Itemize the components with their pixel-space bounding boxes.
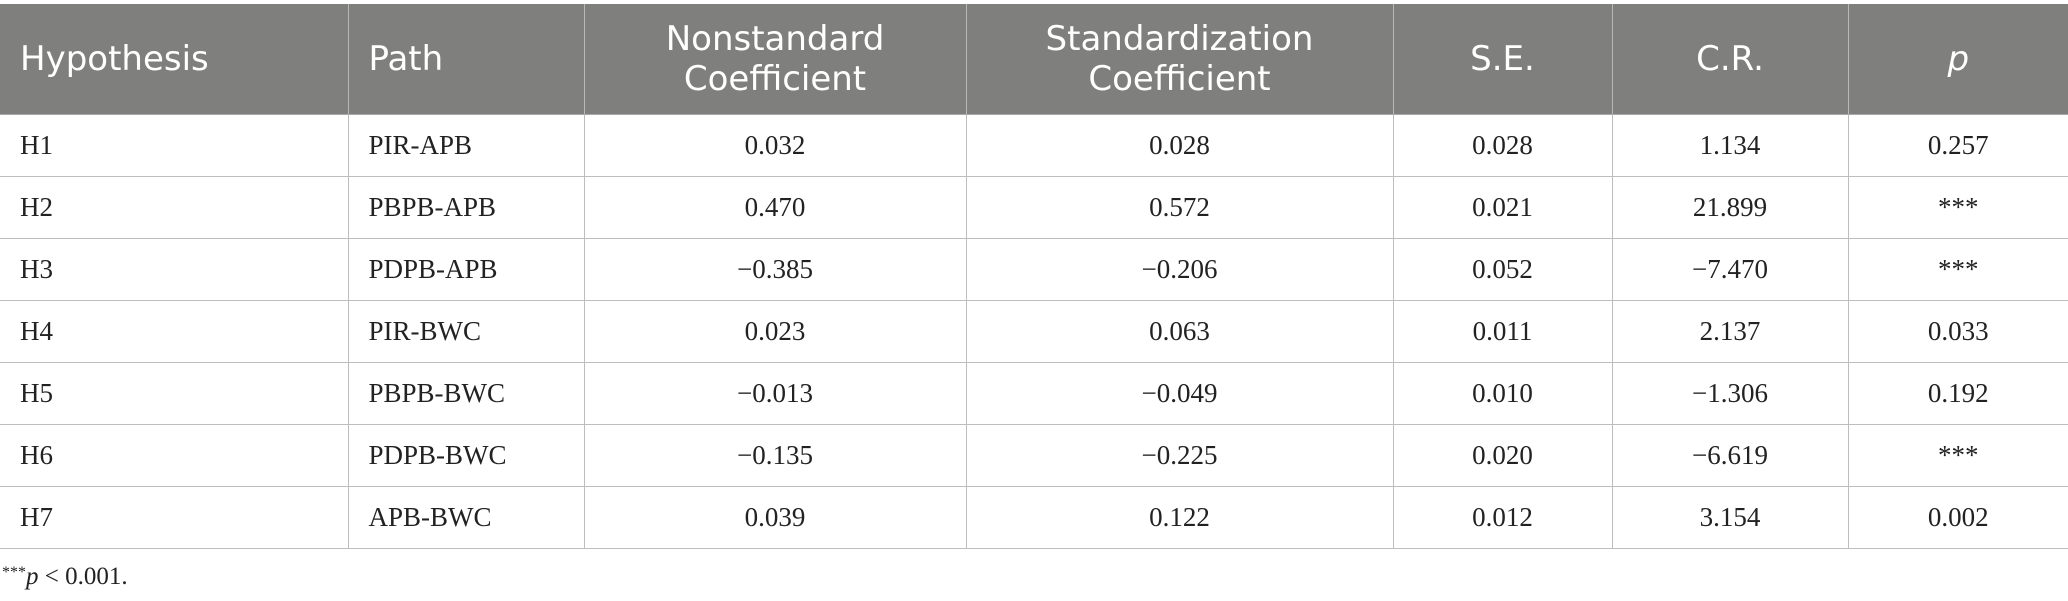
header-hypothesis: Hypothesis (0, 4, 348, 115)
cell-se: 0.052 (1392, 238, 1612, 301)
cell-path: PIR-BWC (347, 300, 584, 363)
cell-p: *** (1847, 238, 2068, 301)
cell-p: 0.002 (1847, 486, 2068, 549)
cell-path: PDPB-APB (347, 238, 584, 301)
cell-standardization-coefficient: 0.063 (965, 300, 1393, 363)
cell-se: 0.012 (1392, 486, 1612, 549)
cell-standardization-coefficient: 0.572 (965, 176, 1393, 239)
cell-standardization-coefficient: −0.225 (965, 424, 1393, 487)
cell-nonstandard-coefficient: 0.032 (583, 114, 966, 177)
cell-se: 0.010 (1392, 362, 1612, 425)
cell-nonstandard-coefficient: 0.023 (583, 300, 966, 363)
table-row: H6 PDPB-BWC −0.135 −0.225 0.020 −6.619 *… (0, 424, 2068, 487)
cell-standardization-coefficient: −0.049 (965, 362, 1393, 425)
cell-se: 0.028 (1392, 114, 1612, 177)
cell-hypothesis: H2 (0, 176, 348, 239)
footnote-p-letter: p (26, 563, 39, 590)
hypothesis-results-table: Hypothesis Path Nonstandard Coefficient S… (0, 4, 2068, 549)
table-row: H7 APB-BWC 0.039 0.122 0.012 3.154 0.002 (0, 486, 2068, 549)
results-table-container: Hypothesis Path Nonstandard Coefficient S… (0, 4, 2068, 549)
cell-standardization-coefficient: 0.122 (965, 486, 1393, 549)
table-body: H1 PIR-APB 0.032 0.028 0.028 1.134 0.257… (0, 114, 2068, 549)
table-footnote: ***p < 0.001. (2, 563, 128, 591)
table-row: H3 PDPB-APB −0.385 −0.206 0.052 −7.470 *… (0, 238, 2068, 301)
table-row: H2 PBPB-APB 0.470 0.572 0.021 21.899 *** (0, 176, 2068, 239)
cell-nonstandard-coefficient: −0.013 (583, 362, 966, 425)
cell-hypothesis: H1 (0, 114, 348, 177)
cell-cr: 21.899 (1611, 176, 1848, 239)
footnote-text: < 0.001. (38, 563, 128, 590)
header-nonstandard-coefficient: Nonstandard Coefficient (583, 4, 966, 115)
cell-path: PBPB-APB (347, 176, 584, 239)
header-se: S.E. (1392, 4, 1612, 115)
cell-hypothesis: H4 (0, 300, 348, 363)
cell-cr: −1.306 (1611, 362, 1848, 425)
header-standardization-coefficient: Standardization Coefficient (965, 4, 1393, 115)
footnote-stars: *** (2, 564, 26, 581)
header-p: p (1847, 4, 2068, 115)
table-header: Hypothesis Path Nonstandard Coefficient S… (0, 4, 2068, 115)
cell-nonstandard-coefficient: −0.135 (583, 424, 966, 487)
table-row: H1 PIR-APB 0.032 0.028 0.028 1.134 0.257 (0, 114, 2068, 177)
table-row: H4 PIR-BWC 0.023 0.063 0.011 2.137 0.033 (0, 300, 2068, 363)
cell-cr: 3.154 (1611, 486, 1848, 549)
cell-se: 0.020 (1392, 424, 1612, 487)
cell-hypothesis: H7 (0, 486, 348, 549)
cell-hypothesis: H5 (0, 362, 348, 425)
cell-se: 0.011 (1392, 300, 1612, 363)
cell-nonstandard-coefficient: 0.470 (583, 176, 966, 239)
cell-p: 0.192 (1847, 362, 2068, 425)
cell-standardization-coefficient: −0.206 (965, 238, 1393, 301)
table-row: H5 PBPB-BWC −0.013 −0.049 0.010 −1.306 0… (0, 362, 2068, 425)
cell-path: APB-BWC (347, 486, 584, 549)
cell-hypothesis: H6 (0, 424, 348, 487)
cell-cr: 1.134 (1611, 114, 1848, 177)
header-cr: C.R. (1611, 4, 1848, 115)
header-row: Hypothesis Path Nonstandard Coefficient S… (0, 4, 2068, 115)
cell-hypothesis: H3 (0, 238, 348, 301)
cell-p: *** (1847, 176, 2068, 239)
header-path: Path (347, 4, 584, 115)
cell-p: 0.257 (1847, 114, 2068, 177)
cell-p: 0.033 (1847, 300, 2068, 363)
cell-nonstandard-coefficient: −0.385 (583, 238, 966, 301)
cell-cr: −6.619 (1611, 424, 1848, 487)
cell-path: PDPB-BWC (347, 424, 584, 487)
cell-cr: 2.137 (1611, 300, 1848, 363)
cell-nonstandard-coefficient: 0.039 (583, 486, 966, 549)
cell-path: PIR-APB (347, 114, 584, 177)
cell-se: 0.021 (1392, 176, 1612, 239)
cell-path: PBPB-BWC (347, 362, 584, 425)
cell-p: *** (1847, 424, 2068, 487)
cell-cr: −7.470 (1611, 238, 1848, 301)
cell-standardization-coefficient: 0.028 (965, 114, 1393, 177)
